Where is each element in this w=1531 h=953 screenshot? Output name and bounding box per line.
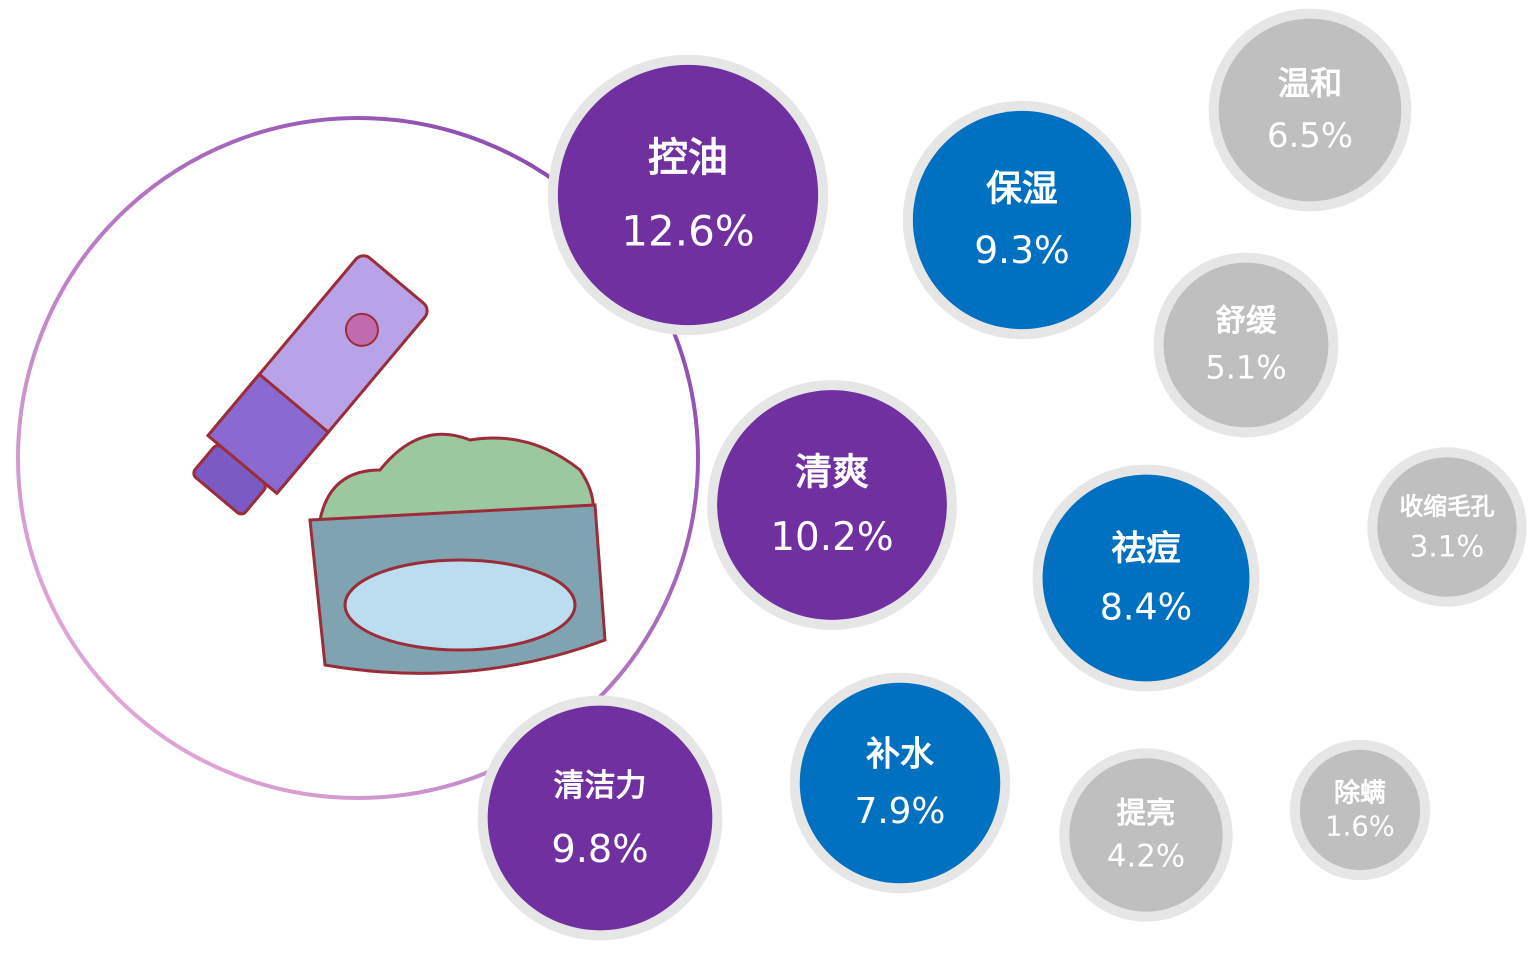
bubble: [1218, 18, 1402, 202]
bubble-label: 温和: [1278, 64, 1343, 102]
bubble-label: 提亮: [1117, 796, 1176, 830]
bubble-value: 6.5%: [1267, 116, 1353, 155]
bubble-label: 保湿: [986, 169, 1058, 210]
bubble-value: 4.2%: [1107, 839, 1185, 875]
bubble-value: 12.6%: [621, 207, 754, 256]
bubble-value: 3.1%: [1410, 529, 1485, 563]
bubble-label: 舒缓: [1216, 303, 1277, 339]
bubble: [912, 110, 1132, 330]
bubble: [557, 64, 819, 326]
bubble-label: 祛痘: [1111, 529, 1180, 569]
bubble-value: 5.1%: [1205, 349, 1286, 387]
bubble-value: 9.3%: [974, 228, 1070, 272]
bubble-label: 控油: [648, 135, 728, 181]
bubble: [717, 390, 947, 620]
bubble-label: 清洁力: [554, 768, 647, 804]
bubble: [1069, 758, 1223, 912]
bubble-value: 10.2%: [770, 515, 893, 560]
bubble-label: 补水: [866, 734, 935, 774]
bubble-value: 9.8%: [551, 827, 648, 872]
bubble-value: 7.9%: [855, 791, 946, 832]
illustration: [192, 254, 607, 675]
frame-circle: [16, 116, 700, 800]
bubble-value: 1.6%: [1325, 812, 1394, 843]
bubble-label: 清爽: [795, 450, 869, 493]
bubble-value: 8.4%: [1100, 586, 1193, 629]
bubble: [799, 682, 1001, 884]
bubble: [1042, 474, 1250, 682]
bubble: [1299, 749, 1421, 871]
bubble-label: 除螨: [1334, 777, 1386, 808]
bubble: [1377, 457, 1517, 597]
bubble: [487, 705, 713, 931]
bubble-label: 收缩毛孔: [1399, 493, 1494, 521]
bubble: [1163, 262, 1329, 428]
